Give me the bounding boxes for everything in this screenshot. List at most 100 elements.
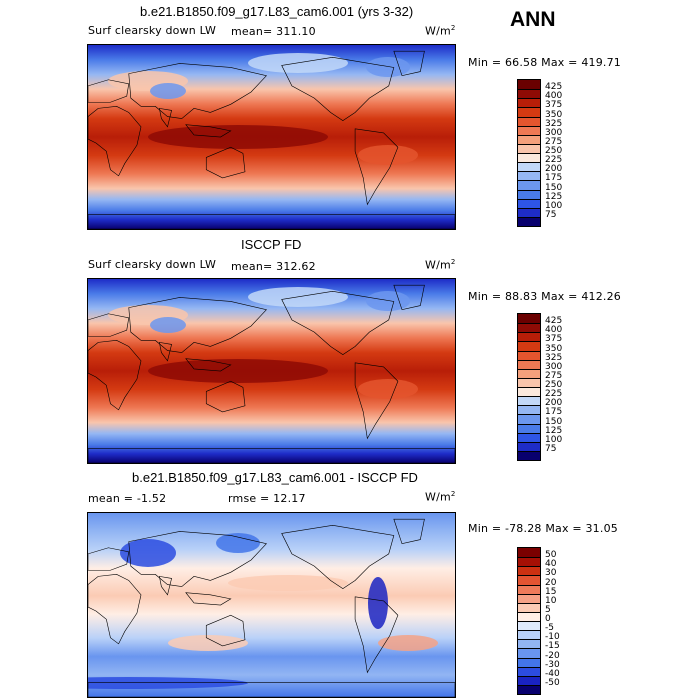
panel3-colorbar-segment [518,602,540,612]
panel3-colorbar-segment [518,575,540,585]
panel2-colorbar-tick: 325 [545,352,563,363]
panel3-colorbar-tick: 5 [545,604,551,615]
panel1-colorbar-tick: 400 [545,91,563,102]
panel3-colorbar-tick: 50 [545,550,557,561]
panel1-colorbar-segment [518,180,540,190]
panel3-colorbar [517,547,541,695]
panel3-mean-label: mean = [88,492,134,505]
panel2-colorbar-segment [518,332,540,342]
panel3-colorbar-tick: -30 [545,659,560,670]
panel1-colorbar-segment [518,89,540,99]
panel3-min-value: -78.28 [504,522,542,535]
panel2-colorbar-tick: 400 [545,325,563,336]
panel2-colorbar-segment [518,396,540,406]
panel3-colorbar-segment [518,593,540,603]
panel1-colorbar-segment [518,216,540,226]
panel1-colorbar-tick: 325 [545,118,563,129]
panel1-colorbar-segment [518,171,540,181]
panel2-map [87,278,456,464]
panel2-colorbar-tick: 300 [545,361,563,372]
panel3-colorbar-tick: -50 [545,677,560,688]
panel2-min-label: Min = [468,290,502,303]
panel1-units-exp: 2 [450,24,456,32]
panel3-title: b.e21.B1850.f09_g17.L83_cam6.001 - ISCCP… [132,470,418,485]
panel3-colorbar-segment [518,630,540,640]
panel2-colorbar-segment [518,450,540,460]
panel3-colorbar-segment [518,611,540,621]
panel3-max-label: Max = [545,522,582,535]
panel2-colorbar-tick: 275 [545,370,563,381]
panel1-colorbar-segment [518,134,540,144]
panel1-min-label: Min = [468,56,502,69]
panel3-units-exp: 2 [450,490,456,498]
panel1-min-value: 66.58 [504,56,538,69]
panel1-map [87,44,456,230]
coastline-outlines [88,518,455,697]
panel1-colorbar-segment [518,198,540,208]
panel2-colorbar-tick: 225 [545,389,563,400]
panel1-colorbar-tick: 200 [545,164,563,175]
coastline-outlines [88,50,455,229]
panel2-colorbar-tick: 100 [545,434,563,445]
panel1-minmax: Min = 66.58 Max = 419.71 [468,56,621,69]
panel1-colorbar-tick: 125 [545,191,563,202]
panel3-colorbar-tick: 0 [545,614,551,624]
panel3-minmax: Min = -78.28 Max = 31.05 [468,522,618,535]
panel1-variable: Surf clearsky down LW [88,24,217,37]
panel1-colorbar-segment [518,143,540,153]
panel2-minmax: Min = 88.83 Max = 412.26 [468,290,621,303]
panel1-colorbar-tick: 175 [545,173,563,184]
panel3-max-value: 31.05 [585,522,618,535]
panel3-colorbar-tick: -40 [545,668,560,679]
panel3-mean: mean = -1.52 [88,492,166,505]
panel1-units-text: W/m [425,24,451,38]
panel2-colorbar-tick: 250 [545,380,563,390]
panel2-colorbar-tick: 200 [545,398,563,409]
panel2-colorbar-tick: 375 [545,334,563,345]
panel2-colorbar-segment [518,441,540,451]
panel1-colorbar-segment [518,80,540,90]
panel2-colorbar-tick: 425 [545,316,563,327]
panel3-colorbar-segment [518,675,540,685]
panel1-colorbar-tick: 375 [545,100,563,111]
panel2-colorbar-tick: 175 [545,407,563,418]
panel1-colorbar-segment [518,189,540,199]
panel1-max-value: 419.71 [581,56,622,69]
panel1-mean-label: mean= [231,25,273,38]
panel2-max-value: 412.26 [581,290,622,303]
panel2-title: ISCCP FD [241,237,302,252]
panel3-rmse: rmse = 12.17 [228,492,306,505]
panel2-colorbar-segment [518,432,540,442]
panel1-colorbar-tick: 225 [545,155,563,166]
panel3-rmse-label: rmse = [228,492,270,505]
coastline-outlines [88,284,455,463]
panel1-colorbar-segment [518,162,540,172]
panel3-colorbar-segment [518,684,540,694]
panel3-units-text: W/m [425,490,451,504]
panel1-colorbar-segment [518,116,540,126]
panel3-colorbar-tick: -5 [545,623,554,634]
panel2-colorbar-segment [518,423,540,433]
panel3-colorbar-segment [518,557,540,567]
panel1-colorbar-tick: 100 [545,200,563,211]
panel2-colorbar-tick: 75 [545,443,557,454]
panel1-mean-value: 311.10 [276,25,316,38]
panel2-colorbar-segment [518,341,540,351]
panel3-colorbar-tick: 30 [545,568,557,579]
panel2-colorbar-tick: 350 [545,343,563,354]
panel3-colorbar-segment [518,621,540,631]
panel2-mean: mean= 312.62 [231,260,316,273]
panel2-units-text: W/m [425,258,451,272]
panel2-colorbar-segment [518,314,540,324]
panel2-colorbar-segment [518,350,540,360]
panel3-colorbar-segment [518,648,540,658]
panel1-colorbar-segment [518,153,540,163]
panel2-colorbar-segment [518,405,540,415]
panel1-colorbar-segment [518,125,540,135]
panel1-units: W/m2 [425,24,456,38]
panel1-colorbar-tick: 425 [545,82,563,93]
panel2-colorbar-segment [518,368,540,378]
panel2-units-exp: 2 [450,258,456,266]
panel1-colorbar-segment [518,107,540,117]
panel3-colorbar-segment [518,548,540,558]
